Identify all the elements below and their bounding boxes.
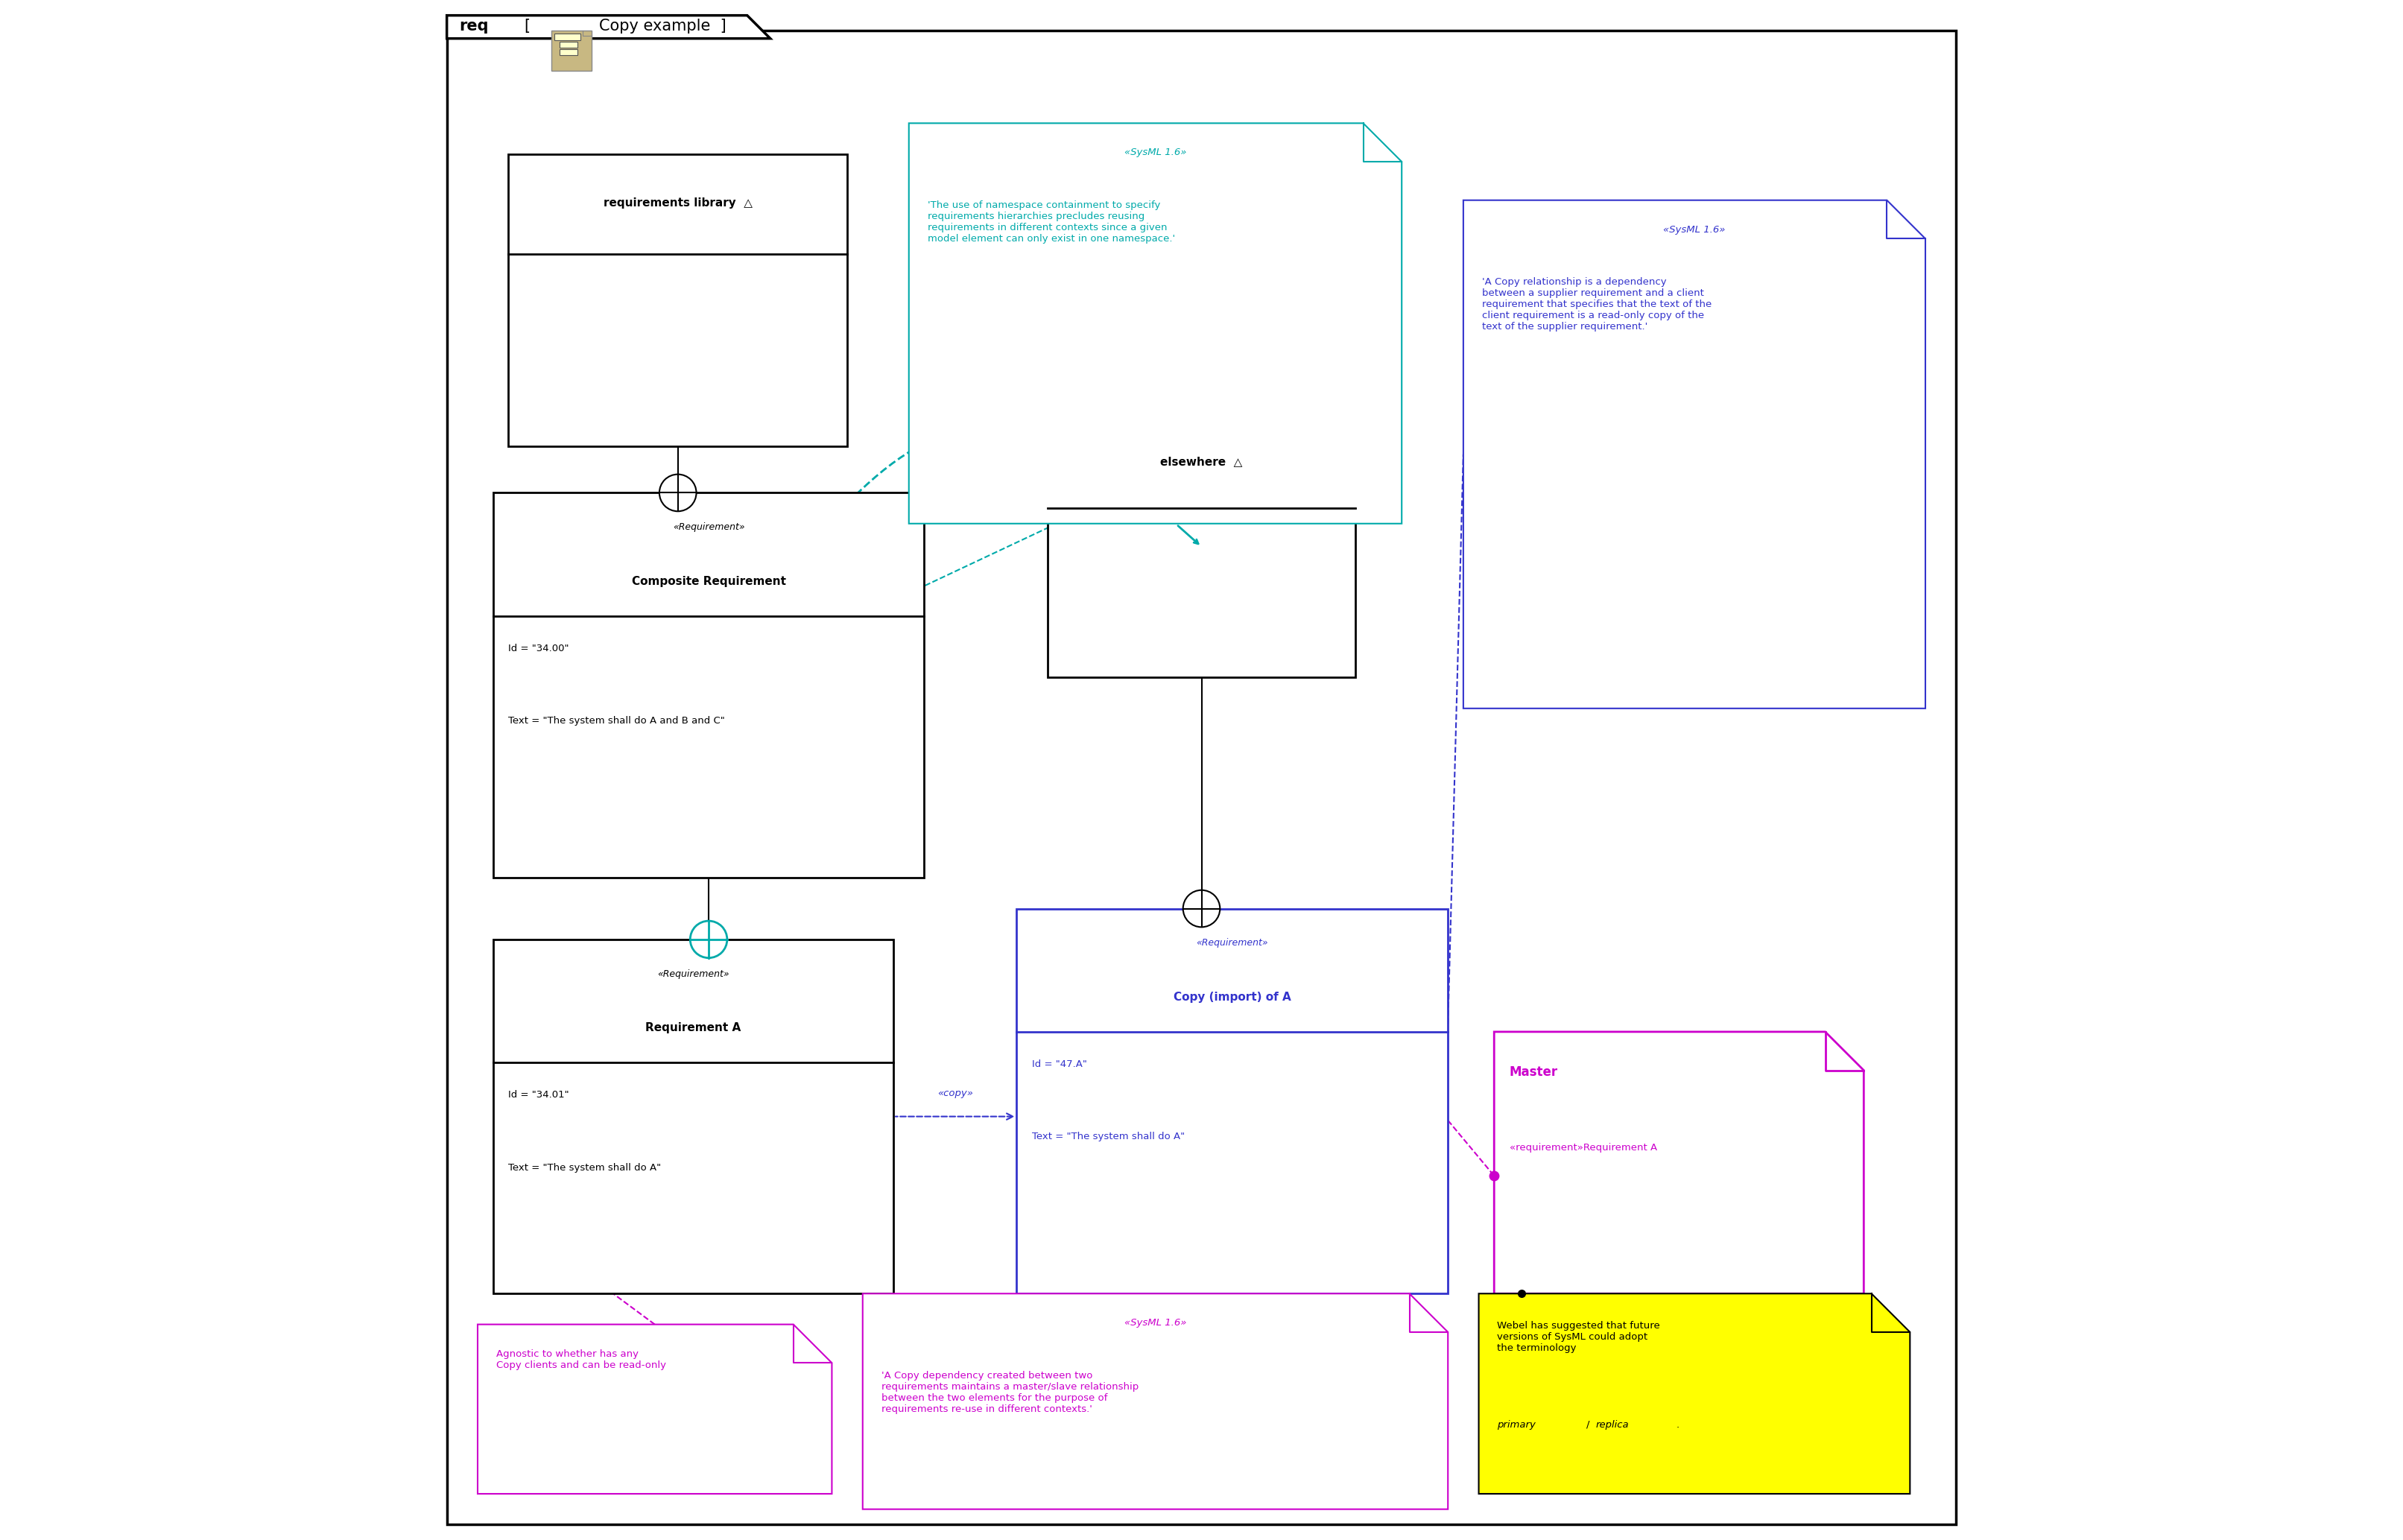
- Text: req: req: [459, 18, 488, 34]
- Text: «Requirement»: «Requirement»: [658, 969, 728, 979]
- Text: Id = "34.00": Id = "34.00": [509, 644, 570, 653]
- Text: Requirement A: Requirement A: [646, 1023, 740, 1033]
- Text: [: [: [524, 18, 531, 34]
- Text: 'A Copy relationship is a dependency
between a supplier requirement and a client: 'A Copy relationship is a dependency bet…: [1483, 277, 1711, 331]
- Circle shape: [658, 474, 697, 511]
- Text: «SysML 1.6»: «SysML 1.6»: [1663, 225, 1725, 234]
- Bar: [1016, 909, 1449, 1294]
- Polygon shape: [908, 123, 1401, 524]
- Text: /: /: [1586, 1420, 1591, 1429]
- Text: 'The use of namespace containment to specify
requirements hierarchies precludes : 'The use of namespace containment to spe…: [928, 200, 1175, 243]
- Text: Copy (import) of A: Copy (import) of A: [1173, 992, 1290, 1003]
- Text: «SysML 1.6»: «SysML 1.6»: [1125, 1318, 1187, 1327]
- Text: Id = "47.A": Id = "47.A": [1031, 1060, 1086, 1069]
- Text: Copy example  ]: Copy example ]: [598, 18, 726, 34]
- Text: .: .: [1675, 1420, 1680, 1429]
- Bar: [560, 49, 577, 55]
- Text: Agnostic to whether has any
Copy clients and can be read-only: Agnostic to whether has any Copy clients…: [495, 1349, 666, 1371]
- Text: «Requirement»: «Requirement»: [1197, 938, 1269, 949]
- Text: Text = "The system shall do A": Text = "The system shall do A": [509, 1163, 661, 1172]
- Text: «copy»: «copy»: [937, 1089, 973, 1098]
- Bar: [555, 34, 582, 40]
- Polygon shape: [1463, 200, 1925, 708]
- Text: «requirement»Requirement A: «requirement»Requirement A: [1509, 1143, 1658, 1152]
- Text: Master: Master: [1509, 1066, 1557, 1080]
- Text: «Requirement»: «Requirement»: [673, 522, 745, 533]
- Text: primary: primary: [1497, 1420, 1536, 1429]
- Text: Id = "34.01": Id = "34.01": [509, 1090, 570, 1100]
- Circle shape: [1182, 890, 1221, 927]
- Polygon shape: [1478, 1294, 1910, 1494]
- Text: Webel has suggested that future
versions of SysML could adopt
the terminology: Webel has suggested that future versions…: [1497, 1321, 1660, 1354]
- Circle shape: [690, 921, 728, 958]
- Bar: [553, 31, 591, 71]
- Text: replica: replica: [1596, 1420, 1629, 1429]
- Bar: [493, 493, 925, 878]
- Text: Text = "The system shall do A and B and C": Text = "The system shall do A and B and …: [509, 716, 726, 725]
- Bar: [509, 154, 848, 447]
- Polygon shape: [447, 15, 771, 38]
- Text: Text = "The system shall do A": Text = "The system shall do A": [1031, 1132, 1185, 1141]
- Text: Composite Requirement: Composite Requirement: [632, 576, 786, 587]
- Text: 'A Copy dependency created between two
requirements maintains a master/slave rel: 'A Copy dependency created between two r…: [882, 1371, 1139, 1414]
- Polygon shape: [1495, 1032, 1865, 1294]
- Polygon shape: [478, 1324, 831, 1494]
- Bar: [560, 42, 577, 48]
- Text: requirements library  △: requirements library △: [603, 197, 752, 209]
- Text: elsewhere  △: elsewhere △: [1161, 456, 1242, 468]
- Bar: [493, 939, 894, 1294]
- Bar: [1048, 416, 1355, 678]
- Text: «SysML 1.6»: «SysML 1.6»: [1125, 148, 1187, 157]
- Polygon shape: [863, 1294, 1449, 1509]
